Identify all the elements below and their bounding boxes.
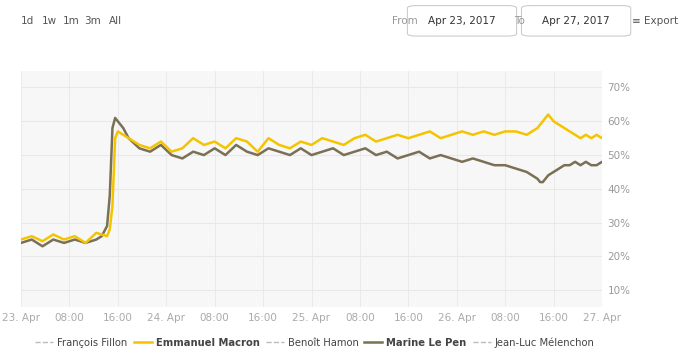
- Text: Apr 23, 2017: Apr 23, 2017: [428, 16, 496, 26]
- Text: 1w: 1w: [42, 16, 57, 26]
- Text: Apr 27, 2017: Apr 27, 2017: [542, 16, 610, 26]
- FancyBboxPatch shape: [407, 6, 517, 36]
- Text: ≡ Export: ≡ Export: [632, 16, 678, 26]
- Text: All: All: [108, 16, 122, 26]
- Text: 1d: 1d: [21, 16, 34, 26]
- Legend: François Fillon, Emmanuel Macron, Benoît Hamon, Marine Le Pen, Jean-Luc Mélencho: François Fillon, Emmanuel Macron, Benoît…: [32, 333, 598, 352]
- Text: 3m: 3m: [84, 16, 101, 26]
- Text: 1m: 1m: [63, 16, 80, 26]
- FancyBboxPatch shape: [522, 6, 631, 36]
- Text: To: To: [514, 16, 526, 26]
- Text: From: From: [392, 16, 418, 26]
